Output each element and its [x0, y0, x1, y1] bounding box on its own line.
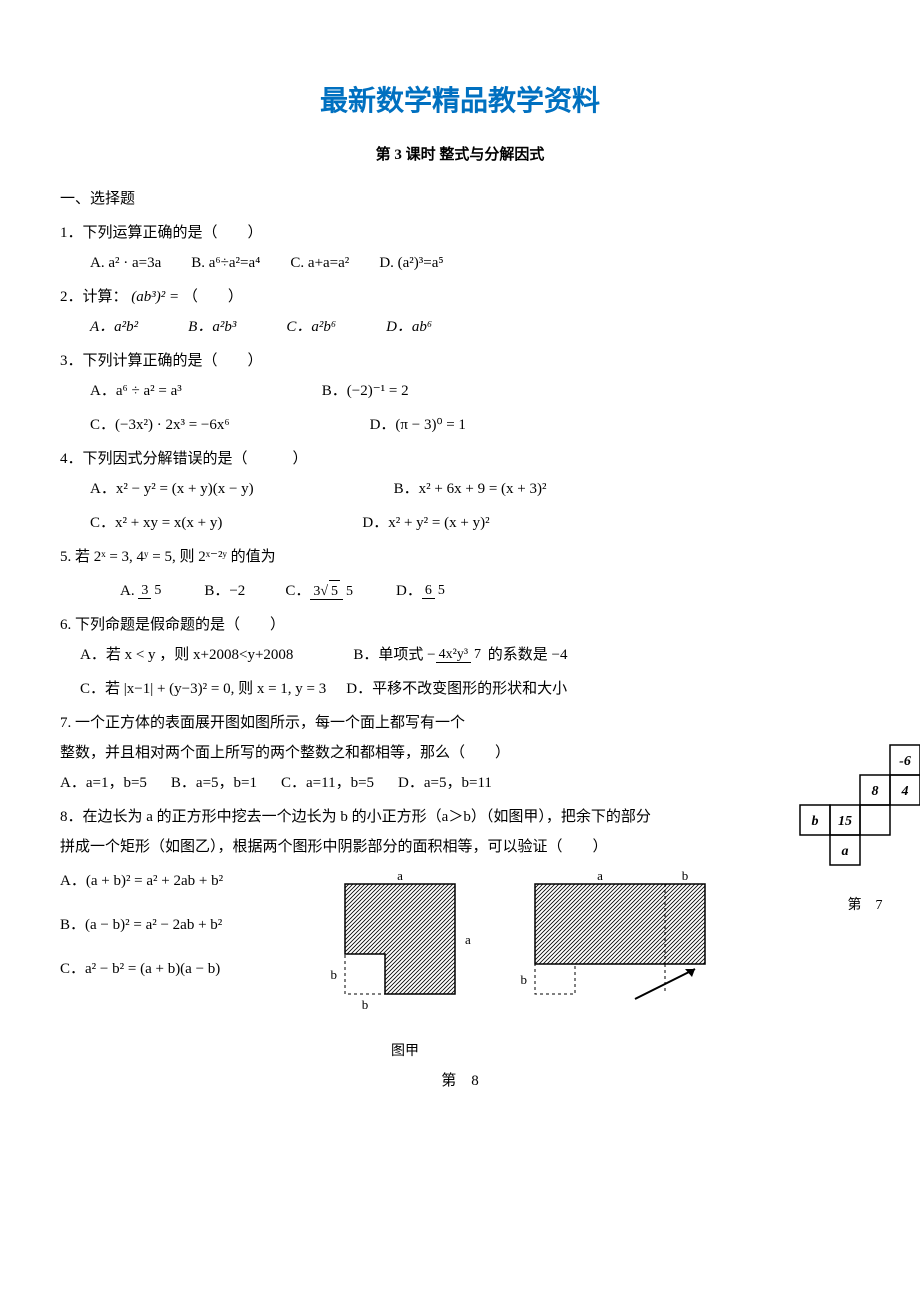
q4-opt-c: C．x² + xy = x(x + y) [90, 511, 222, 535]
question-2: 2．计算： (ab³)² = （ ） A．a²b² B．a²b³ C．a²b⁶ … [60, 285, 860, 339]
svg-text:b: b [362, 997, 369, 1012]
question-6: 6. 下列命题是假命题的是（ ） A．若 x < y ，则 x+2008<y+2… [60, 613, 860, 701]
q2-opt-d: D．ab⁶ [386, 315, 432, 339]
main-title: 最新数学精品教学资料 [60, 80, 860, 125]
q4-opt-b: B．x² + 6x + 9 = (x + 3)² [394, 477, 547, 501]
q6-stem: 6. 下列命题是假命题的是（ ） [60, 613, 860, 637]
q2-stem: 2．计算： (ab³)² = （ ） [60, 285, 860, 309]
svg-text:b: b [521, 972, 528, 987]
q7-opt-b: B．a=5，b=1 [171, 771, 257, 795]
q3-opt-c: C．(−3x²) · 2x³ = −6x⁶ [90, 413, 230, 437]
q8-stem-1: 8．在边长为 a 的正方形中挖去一个边长为 b 的小正方形（a＞b）（如图甲），… [60, 805, 860, 829]
svg-text:4: 4 [901, 784, 909, 799]
q1-stem: 1．下列运算正确的是（ ） [60, 221, 860, 245]
q5-opt-b: B．−2 [204, 579, 245, 603]
figure-jia-label: 图甲 [320, 1041, 490, 1063]
q7-stem-2: 整数，并且相对两个面上所写的两个整数之和都相等，那么（ ） [60, 741, 860, 765]
q2-opt-c: C．a²b⁶ [286, 315, 336, 339]
svg-text:-6: -6 [899, 754, 911, 769]
q5-stem: 5. 若 2ˣ = 3, 4ʸ = 5, 则 2ˣ⁻²ʸ 的值为 [60, 545, 860, 569]
q8-opt-c: C．a² − b² = (a + b)(a − b) [60, 957, 300, 981]
figure-yi: a b b [510, 869, 740, 1037]
q6-options: A．若 x < y ，则 x+2008<y+2008 B．单项式 −4x²y³7… [60, 643, 860, 701]
q3-opt-b: B．(−2)⁻¹ = 2 [322, 379, 409, 403]
q3-opt-d: D．(π − 3)⁰ = 1 [370, 413, 466, 437]
q4-opt-a: A．x² − y² = (x + y)(x − y) [90, 477, 254, 501]
q3-options: A．a⁶ ÷ a² = a³ B．(−2)⁻¹ = 2 C．(−3x²) · 2… [60, 379, 860, 437]
subtitle: 第 3 课时 整式与分解因式 [60, 143, 860, 167]
q1-opt-a: A. a² · a=3a [90, 251, 161, 275]
question-8: 8．在边长为 a 的正方形中挖去一个边长为 b 的小正方形（a＞b）（如图甲），… [60, 805, 860, 1093]
q8-opt-b: B．(a − b)² = a² − 2ab + b² [60, 913, 300, 937]
svg-text:a: a [597, 869, 603, 883]
q1-opt-c: C. a+a=a² [290, 251, 349, 275]
q2-stem-pre: 2．计算： [60, 289, 128, 305]
svg-text:a: a [465, 932, 471, 947]
q7-opt-c: C．a=11，b=5 [281, 771, 374, 795]
q5-opt-a: A. 35 [120, 579, 164, 603]
q2-stem-post: （ ） [183, 289, 243, 305]
q7-opt-d: D．a=5，b=11 [398, 771, 492, 795]
q8-bottom-label: 第 8 [60, 1069, 860, 1093]
q7-options: A．a=1，b=5 B．a=5，b=1 C．a=11，b=5 D．a=5，b=1… [60, 771, 860, 795]
q2-opt-b: B．a²b³ [188, 315, 236, 339]
svg-text:b: b [331, 967, 338, 982]
q1-options: A. a² · a=3a B. a⁶÷a²=a⁴ C. a+a=a² D. (a… [60, 251, 860, 275]
q5-opt-c: C．3√55 [285, 579, 356, 603]
figure-jia: a a b b 图甲 [320, 869, 490, 1063]
q3-opt-a: A．a⁶ ÷ a² = a³ [90, 379, 182, 403]
q6-opt-d: D．平移不改变图形的形状和大小 [346, 677, 567, 701]
q8-stem-2: 拼成一个矩形（如图乙），根据两个图形中阴影部分的面积相等，可以验证（ ） [60, 835, 860, 859]
q6-opt-c: C．若 |x−1| + (y−3)² = 0, 则 x = 1, y = 3 [80, 677, 326, 701]
q1-opt-b: B. a⁶÷a²=a⁴ [191, 251, 260, 275]
question-3: 3．下列计算正确的是（ ） A．a⁶ ÷ a² = a³ B．(−2)⁻¹ = … [60, 349, 860, 437]
q7-opt-a: A．a=1，b=5 [60, 771, 147, 795]
q2-opt-a: A．a²b² [90, 315, 138, 339]
q2-options: A．a²b² B．a²b³ C．a²b⁶ D．ab⁶ [60, 315, 860, 339]
q3-stem: 3．下列计算正确的是（ ） [60, 349, 860, 373]
question-4: 4．下列因式分解错误的是（ ） A．x² − y² = (x + y)(x − … [60, 447, 860, 535]
q7-stem-1: 7. 一个正方体的表面展开图如图所示，每一个面上都写有一个 [60, 711, 860, 735]
question-7: 7. 一个正方体的表面展开图如图所示，每一个面上都写有一个 整数，并且相对两个面… [60, 711, 860, 795]
svg-text:8: 8 [872, 784, 879, 799]
section-heading: 一、选择题 [60, 187, 860, 211]
q4-opt-d: D．x² + y² = (x + y)² [362, 511, 489, 535]
q2-stem-math: (ab³)² = [131, 289, 179, 305]
q8-opt-a: A．(a + b)² = a² + 2ab + b² [60, 869, 300, 893]
q8-options: A．(a + b)² = a² + 2ab + b² B．(a − b)² = … [60, 869, 300, 1001]
q6-opt-b: B．单项式 −4x²y³7 的系数是 −4 [353, 643, 567, 667]
figure-jia-svg: a a b b [320, 869, 490, 1029]
q4-stem: 4．下列因式分解错误的是（ ） [60, 447, 860, 471]
q4-options: A．x² − y² = (x + y)(x − y) B．x² + 6x + 9… [60, 477, 860, 535]
figure-yi-svg: a b b [510, 869, 740, 1029]
q6-opt-a: A．若 x < y ，则 x+2008<y+2008 [80, 643, 293, 667]
question-1: 1．下列运算正确的是（ ） A. a² · a=3a B. a⁶÷a²=a⁴ C… [60, 221, 860, 275]
question-5: 5. 若 2ˣ = 3, 4ʸ = 5, 则 2ˣ⁻²ʸ 的值为 A. 35 B… [60, 545, 860, 603]
svg-text:a: a [397, 869, 403, 883]
svg-text:b: b [682, 869, 689, 883]
q5-opt-d: D．65 [396, 579, 448, 603]
q1-opt-d: D. (a²)³=a⁵ [379, 251, 443, 275]
q5-options: A. 35 B．−2 C．3√55 D．65 [60, 579, 860, 603]
